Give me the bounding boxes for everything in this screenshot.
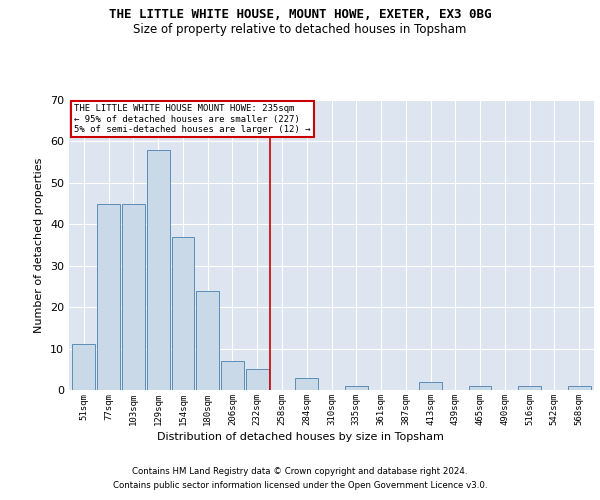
Text: Size of property relative to detached houses in Topsham: Size of property relative to detached ho… <box>133 22 467 36</box>
Bar <box>469 386 491 390</box>
Bar <box>345 386 368 390</box>
Text: Contains HM Land Registry data © Crown copyright and database right 2024.: Contains HM Land Registry data © Crown c… <box>132 468 468 476</box>
Bar <box>518 386 541 390</box>
Text: THE LITTLE WHITE HOUSE, MOUNT HOWE, EXETER, EX3 0BG: THE LITTLE WHITE HOUSE, MOUNT HOWE, EXET… <box>109 8 491 20</box>
Bar <box>73 344 95 390</box>
Bar <box>122 204 145 390</box>
Bar <box>221 361 244 390</box>
Bar <box>295 378 318 390</box>
Text: Contains public sector information licensed under the Open Government Licence v3: Contains public sector information licen… <box>113 481 487 490</box>
Bar <box>246 370 269 390</box>
Text: THE LITTLE WHITE HOUSE MOUNT HOWE: 235sqm
← 95% of detached houses are smaller (: THE LITTLE WHITE HOUSE MOUNT HOWE: 235sq… <box>74 104 311 134</box>
Bar <box>172 236 194 390</box>
Y-axis label: Number of detached properties: Number of detached properties <box>34 158 44 332</box>
Bar <box>196 290 219 390</box>
Bar <box>147 150 170 390</box>
Text: Distribution of detached houses by size in Topsham: Distribution of detached houses by size … <box>157 432 443 442</box>
Bar <box>419 382 442 390</box>
Bar <box>568 386 590 390</box>
Bar <box>97 204 120 390</box>
